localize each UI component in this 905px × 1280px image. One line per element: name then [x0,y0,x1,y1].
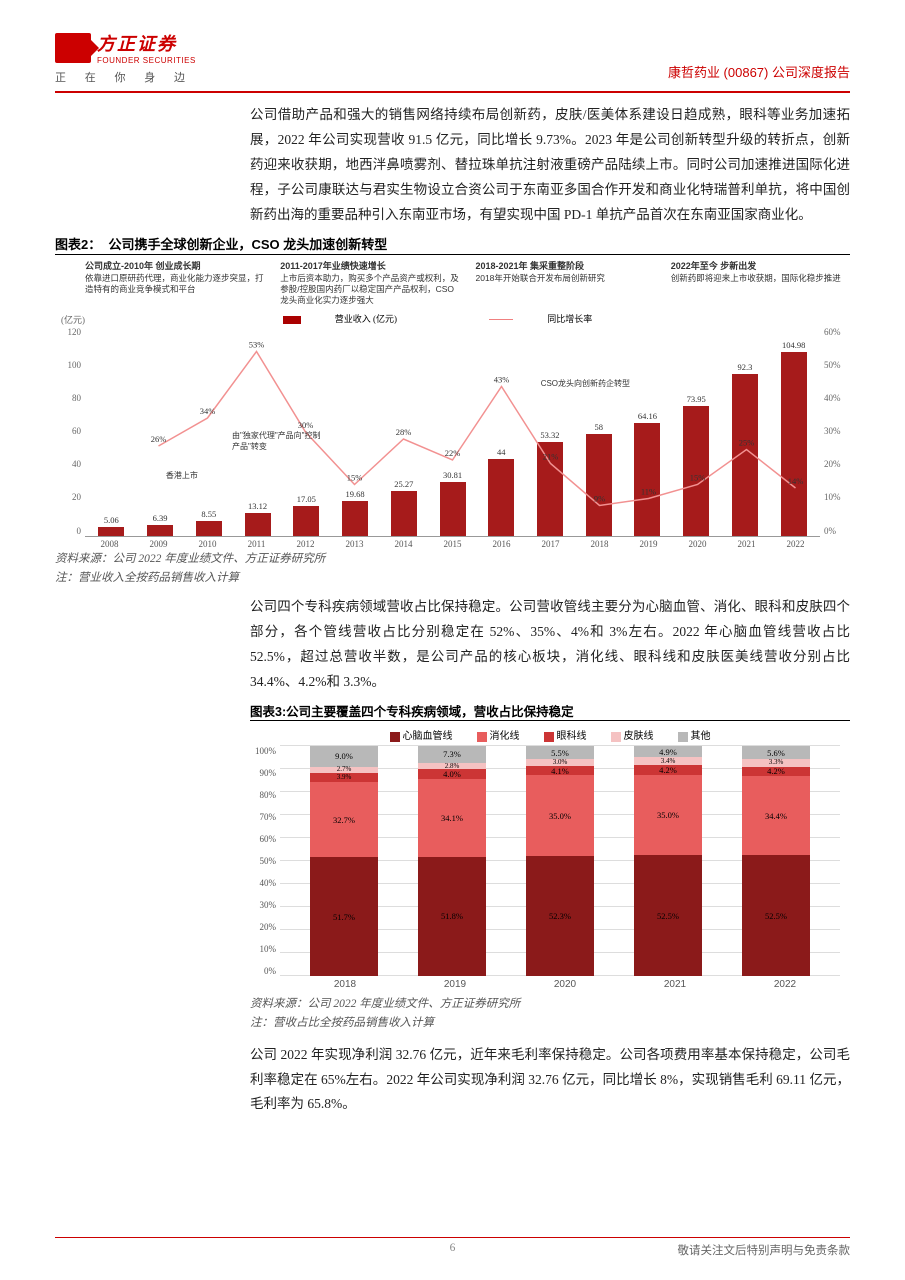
chart1-title: 图表2： 公司携手全球创新企业，CSO 龙头加速创新转型 [55,234,850,255]
paragraph-intro: 公司借助产品和强大的销售网络持续布局创新药，皮肤/医美体系建设日趋成熟，眼科等业… [250,103,850,228]
legend-item: 眼科线 [544,731,587,742]
legend-item: 消化线 [477,731,520,742]
stacked-bar: 51.8%34.1%4.0%2.8%7.3% [418,746,486,976]
legend-bar-label: 营业收入 (亿元) [335,314,397,324]
chart1-anno-transition: 由"独家代理"产品向"控制产品"转变 [232,430,327,452]
svg-text:25%: 25% [739,437,755,447]
chart1-caption-prefix: 图表2： [55,237,101,252]
logo-en: FOUNDER SECURITIES [97,56,196,65]
period-block: 2018-2021年 集采重整阶段2018年开始联合开发布局创新研究 [476,261,655,306]
svg-text:43%: 43% [494,374,510,384]
paragraph-segments: 公司四个专科疾病领域营收占比保持稳定。公司营收管线主要分为心脑血管、消化、眼科和… [250,595,850,695]
svg-text:22%: 22% [445,448,461,458]
period-block: 2011-2017年业绩快速增长上市后资本助力，购买多个产品资产或权利，及参股/… [280,261,459,306]
chart3-yaxis: 0%10%20%30%40%50%60%70%80%90%100% [250,746,276,976]
header-company: 康哲药业 (00867) 公司深度报告 [668,30,850,81]
svg-text:15%: 15% [690,472,706,482]
chart3-plot: 0%10%20%30%40%50%60%70%80%90%100% 51.7%3… [280,746,840,976]
chart1-periods: 公司成立-2010年 创业成长期依靠进口原研药代理，商业化能力逐步突显，打造特有… [55,257,850,310]
svg-text:21%: 21% [543,451,559,461]
chart3-caption-text: 公司主要覆盖四个专科疾病领域，营收占比保持稳定 [286,705,574,719]
chart1-xaxis: 2008200920102011201220132014201520162017… [55,537,850,549]
footer-disclaimer: 敬请关注文后特别声明与免责条款 [678,1242,851,1258]
stacked-bar: 52.3%35.0%4.1%3.0%5.5% [526,746,594,976]
svg-text:14%: 14% [788,476,804,486]
svg-text:30%: 30% [298,420,314,430]
period-block: 公司成立-2010年 创业成长期依靠进口原研药代理，商业化能力逐步突显，打造特有… [85,261,264,306]
chart1-legend: 营业收入 (亿元) 同比增长率 [55,310,850,327]
svg-text:28%: 28% [396,427,412,437]
page-header: 方正证券 FOUNDER SECURITIES 正 在 你 身 边 康哲药业 (… [55,30,850,93]
line-swatch-icon [489,319,513,320]
chart1-source: 资料来源：公司 2022 年度业绩文件、方正证券研究所 [55,551,850,568]
chart3-title: 图表3:公司主要覆盖四个专科疾病领域，营收占比保持稳定 [250,701,850,721]
chart3-wrap: 图表3:公司主要覆盖四个专科疾病领域，营收占比保持稳定 心脑血管线 消化线 眼科线 皮… [250,701,850,1033]
chart1-yaxis-right: 0%10%20%30%40%50%60% [824,327,848,536]
svg-text:34%: 34% [200,406,216,416]
chart3-caption-prefix: 图表3: [250,705,286,719]
chart1-plot: (亿元) 020406080100120 0%10%20%30%40%50%60… [85,327,820,537]
chart1-note: 注：营业收入全按药品销售收入计算 [55,570,850,587]
legend-item: 皮肤线 [611,731,654,742]
chart1-anno-cso: CSO龙头向创新药企转型 [541,378,630,389]
svg-text:11%: 11% [641,486,656,496]
period-block: 2022年至今 步新出发创新药即将迎来上市收获期，国际化稳步推进 [671,261,850,306]
chart3-bars: 51.7%32.7%3.9%2.7%9.0% 51.8%34.1%4.0%2.8%… [280,746,840,976]
y-unit-left: (亿元) [61,313,85,326]
chart3-source: 资料来源：公司 2022 年度业绩文件、方正证券研究所 [250,996,850,1013]
chart1-anno-hk: 香港上市 [166,470,198,481]
svg-text:15%: 15% [347,472,363,482]
stacked-bar: 52.5%35.0%4.2%3.4%4.9% [634,746,702,976]
chart3-legend: 心脑血管线 消化线 眼科线 皮肤线 其他 [250,723,850,746]
chart1-growth-line: 26% 34% 53% 30% 15% 28% 22% 43% 21% 9% 11% 15% 25% 14… [85,327,820,537]
paragraph-profit: 公司 2022 年实现净利润 32.76 亿元，近年来毛利率保持稳定。公司各项费… [250,1043,850,1118]
chart3-xaxis: 20182019202020212022 [250,976,850,990]
page-root: 方正证券 FOUNDER SECURITIES 正 在 你 身 边 康哲药业 (… [0,0,905,1163]
chart1-caption-text: 公司携手全球创新企业，CSO 龙头加速创新转型 [108,237,387,252]
logo-cn: 方正证券 [97,30,196,56]
svg-text:9%: 9% [594,493,605,503]
bar-swatch-icon [283,316,301,324]
page-footer: 6 敬请关注文后特别声明与免责条款 [55,1237,850,1258]
legend-item: 心脑血管线 [390,731,453,742]
page-number: 6 [450,1242,456,1254]
chart1-yaxis-left: 020406080100120 [61,327,81,536]
legend-line-label: 同比增长率 [547,314,592,324]
report-type: 公司深度报告 [772,65,850,80]
company-ticker: 康哲药业 (00867) [668,65,768,80]
svg-text:26%: 26% [151,434,167,444]
logo-area: 方正证券 FOUNDER SECURITIES 正 在 你 身 边 [55,30,196,85]
svg-text:53%: 53% [249,339,265,349]
slogan: 正 在 你 身 边 [55,69,196,85]
founder-logo-icon [55,33,91,63]
legend-item: 其他 [678,731,711,742]
chart3-note: 注：营收占比全按药品销售收入计算 [250,1015,850,1032]
stacked-bar: 51.7%32.7%3.9%2.7%9.0% [310,746,378,976]
stacked-bar: 52.5%34.4%4.2%3.3%5.6% [742,746,810,976]
